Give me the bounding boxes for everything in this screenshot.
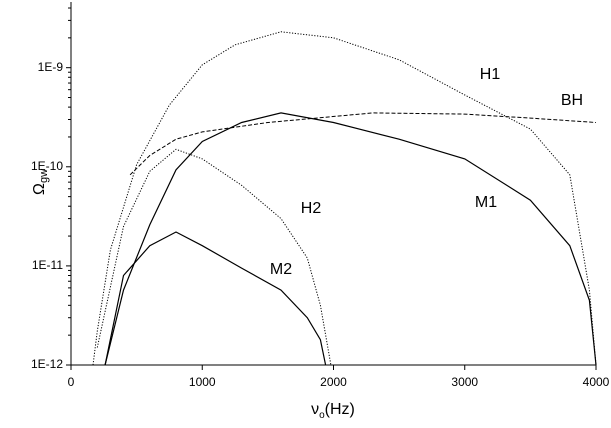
- y-tick-label: 1E-12: [31, 357, 63, 371]
- series-label: H2: [301, 200, 322, 217]
- series-label: BH: [561, 92, 583, 109]
- x-axis-label: νo(Hz): [311, 401, 355, 420]
- x-tick-label: 2000: [320, 375, 347, 389]
- y-tick-label: 1E-10: [31, 159, 63, 173]
- x-tick-label: 4000: [583, 375, 610, 389]
- series-line: [129, 112, 597, 176]
- series-line: [92, 31, 597, 366]
- y-axis-label: Ωgw: [31, 169, 50, 195]
- series-line: [104, 112, 597, 366]
- y-tick-label: 1E-11: [32, 258, 63, 272]
- x-tick-label: 1000: [189, 375, 216, 389]
- series-line: [96, 148, 332, 366]
- series-label: M1: [475, 194, 497, 211]
- series-label: M2: [270, 261, 292, 278]
- series-label: H1: [480, 66, 501, 83]
- x-tick-label: 0: [68, 375, 75, 389]
- x-tick-label: 3000: [451, 375, 478, 389]
- y-tick-label: 1E-9: [38, 60, 64, 74]
- series-line: [104, 231, 327, 366]
